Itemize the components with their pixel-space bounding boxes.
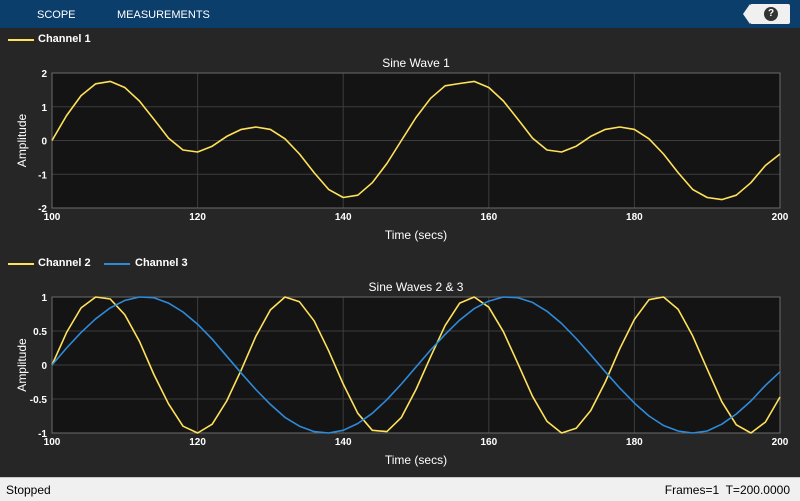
x-tick-label: 200: [772, 212, 789, 223]
legend-bottom: Channel 2 Channel 3: [0, 252, 800, 274]
chart-title: Sine Waves 2 & 3: [369, 280, 464, 294]
toolstrip: SCOPE MEASUREMENTS ?: [0, 0, 800, 28]
legend-channel-1-swatch: [8, 39, 34, 41]
help-button[interactable]: ?: [743, 4, 790, 24]
frames-readout: Frames=1 T=200.0000: [664, 483, 790, 497]
y-tick-label: -2: [38, 204, 47, 215]
help-icon: ?: [764, 7, 778, 21]
help-area: ?: [743, 0, 800, 28]
tab-scope[interactable]: SCOPE: [37, 9, 76, 21]
legend-top: Channel 1: [0, 28, 800, 50]
x-tick-label: 120: [189, 437, 206, 448]
legend-channel-3-swatch: [104, 263, 130, 265]
series-line-channel-3[interactable]: [51, 296, 781, 434]
plot-sine-waves-2-3[interactable]: Sine Waves 2 & 3 100 120 140 160 180 200 -1 -0.5…: [0, 274, 800, 477]
x-tick-label: 160: [480, 212, 497, 223]
legend-channel-1[interactable]: Channel 1: [38, 33, 91, 45]
plot-sine-wave-1[interactable]: Sine Wave 1 100 120 140 160 180 200 -2 -1 0 1 2 Time…: [0, 50, 800, 250]
y-tick-label: 0: [41, 361, 47, 372]
y-tick-label: 1: [41, 293, 47, 304]
x-tick-label: 140: [335, 212, 352, 223]
series-line-channel-2[interactable]: [51, 296, 781, 434]
status-text: Stopped: [6, 483, 51, 497]
x-tick-label: 180: [626, 437, 643, 448]
y-tick-label: -0.5: [30, 395, 48, 406]
x-tick-label: 160: [480, 437, 497, 448]
y-tick-label: 1: [41, 103, 47, 114]
x-tick-label: 120: [189, 212, 206, 223]
y-tick-label: 0: [41, 137, 47, 148]
x-tick-label: 100: [44, 212, 61, 223]
legend-channel-2[interactable]: Channel 2: [38, 257, 91, 269]
status-bar: Stopped Frames=1 T=200.0000: [0, 477, 800, 501]
legend-channel-2-swatch: [8, 263, 34, 265]
x-tick-label: 100: [44, 437, 61, 448]
y-axis-label: Amplitude: [15, 338, 29, 392]
tab-measurements[interactable]: MEASUREMENTS: [117, 9, 210, 21]
y-tick-label: -1: [38, 170, 47, 181]
y-tick-label: -1: [38, 429, 47, 440]
chart-title: Sine Wave 1: [382, 56, 450, 70]
x-tick-label: 180: [626, 212, 643, 223]
x-tick-label: 200: [772, 437, 789, 448]
y-tick-label: 0.5: [33, 327, 47, 338]
legend-channel-3[interactable]: Channel 3: [135, 257, 188, 269]
x-axis-label: Time (secs): [385, 453, 447, 467]
y-tick-label: 2: [41, 69, 47, 80]
y-axis-label: Amplitude: [15, 114, 29, 168]
x-tick-label: 140: [335, 437, 352, 448]
series-line-channel-1[interactable]: [51, 80, 781, 201]
x-axis-label: Time (secs): [385, 228, 447, 242]
